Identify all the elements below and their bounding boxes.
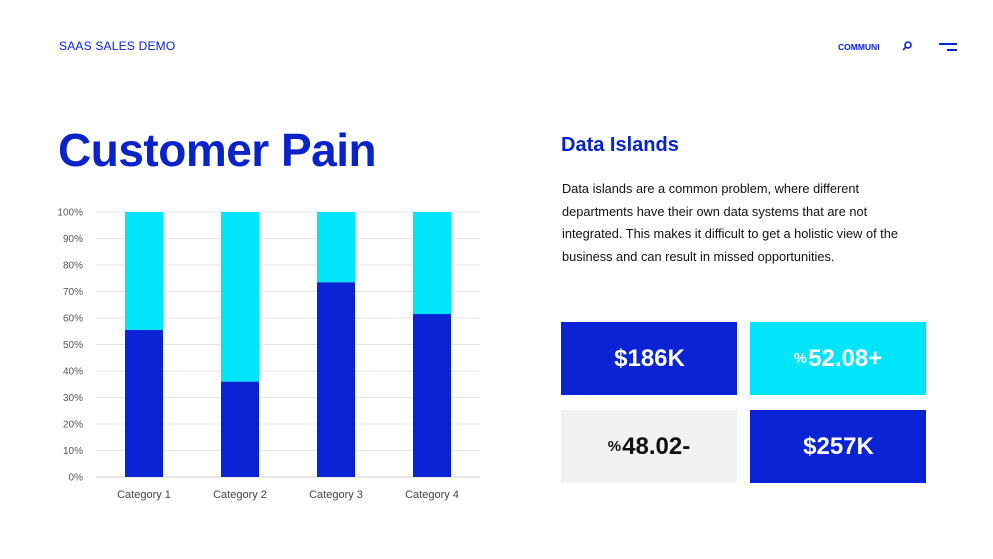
search-icon[interactable] — [900, 39, 914, 53]
y-tick-label: 40% — [63, 367, 83, 378]
kpi-prefix: % — [607, 438, 622, 455]
x-tick-label: Category 1 — [117, 489, 171, 501]
kpi-card-decline: % 48.02- — [561, 410, 737, 483]
page-title: Customer Pain — [58, 124, 377, 176]
bar-segment — [317, 282, 355, 477]
bar-segment — [125, 329, 163, 477]
kpi-card-growth: % 52.08+ — [750, 322, 926, 395]
y-tick-label: 90% — [63, 234, 83, 245]
kpi-card-total: $257K — [750, 410, 926, 483]
kpi-value: 48.02- — [622, 432, 691, 460]
section-title: Data Islands — [561, 134, 679, 156]
kpi-card-revenue: $186K — [561, 322, 737, 395]
kpi-value: 52.08+ — [808, 344, 883, 372]
y-tick-label: 100% — [57, 208, 83, 219]
y-tick-label: 70% — [63, 287, 83, 298]
x-tick-label: Category 2 — [213, 489, 267, 501]
bar-segment — [221, 212, 259, 382]
kpi-value: $257K — [803, 432, 874, 460]
stacked-bar-chart: 0% 10% 20% 30% 40% 50% 60% 70% 80% 90% 100% Categor… — [57, 208, 480, 501]
y-tick-label: 80% — [63, 261, 83, 272]
brand-name[interactable]: SAAS SALES DEMO — [59, 39, 176, 53]
y-tick-label: 50% — [63, 340, 83, 351]
y-tick-label: 30% — [63, 393, 83, 404]
kpi-value: $186K — [614, 344, 685, 372]
kpi-prefix: % — [793, 350, 808, 367]
menu-icon-line — [939, 43, 957, 45]
x-tick-label: Category 4 — [405, 489, 459, 501]
x-tick-label: Category 3 — [309, 489, 363, 501]
menu-icon-line — [947, 49, 957, 51]
nav-link-community[interactable]: COMMUNI — [838, 42, 880, 52]
bar-segment — [413, 314, 451, 477]
y-tick-label: 20% — [63, 420, 83, 431]
section-description: Data islands are a common problem, where… — [562, 181, 898, 264]
y-tick-label: 60% — [63, 314, 83, 325]
menu-icon[interactable] — [936, 40, 960, 54]
bar-segment — [221, 381, 259, 477]
bar-segment — [125, 212, 163, 330]
y-tick-label: 10% — [63, 446, 83, 457]
bar-segment — [413, 212, 451, 315]
bar-segment — [317, 212, 355, 283]
y-tick-label: 0% — [69, 473, 84, 484]
